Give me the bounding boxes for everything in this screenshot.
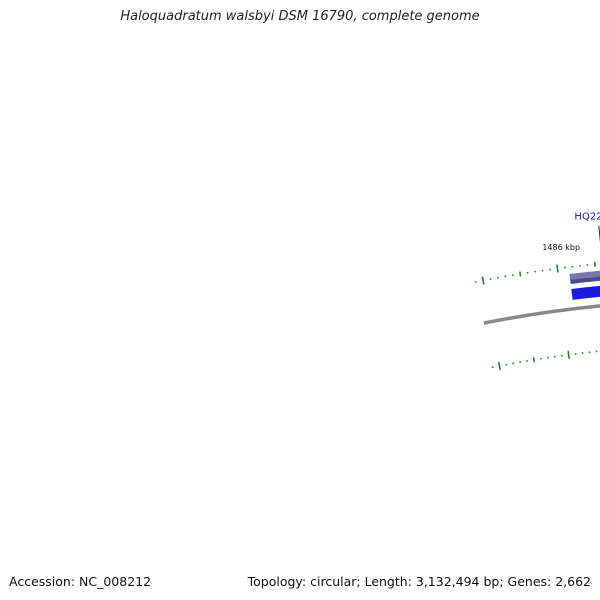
inner-tick — [497, 361, 501, 370]
gene-HQ2247A-band[interactable] — [569, 268, 600, 284]
accession-text: Accession: NC_008212 — [9, 574, 152, 589]
gene-HQ2247A-label[interactable]: HQ2247A — [574, 212, 600, 223]
gene-HQ2247A-highlight — [569, 270, 600, 281]
tick-label: 1486 kbp — [542, 243, 580, 252]
outer-tick — [556, 264, 559, 273]
genome-summary-text: Topology: circular; Length: 3,132,494 bp… — [247, 574, 591, 589]
inner-scale-ticks — [491, 350, 598, 370]
inner-tick — [532, 357, 536, 363]
inner-tick — [567, 350, 570, 359]
gene-HQ2247A-leader — [598, 225, 600, 244]
gene-labels: HQ2247AcysUcysTcysAHQ2243AhyuA — [574, 212, 600, 244]
scale-tick-labels: 1486 kbp1485 kbp1484 kbp1483 kbp1482 kbp… — [542, 243, 580, 252]
outer-tick — [481, 276, 485, 285]
outer-tick — [519, 271, 522, 277]
gene-HQ2247A-cds-arrow[interactable] — [571, 283, 600, 300]
map-title: Haloquadratum walsbyi DSM 16790, complet… — [120, 9, 480, 24]
genome-backbone — [483, 304, 600, 325]
gene-features — [569, 268, 600, 300]
outer-scale-ticks — [474, 261, 596, 285]
